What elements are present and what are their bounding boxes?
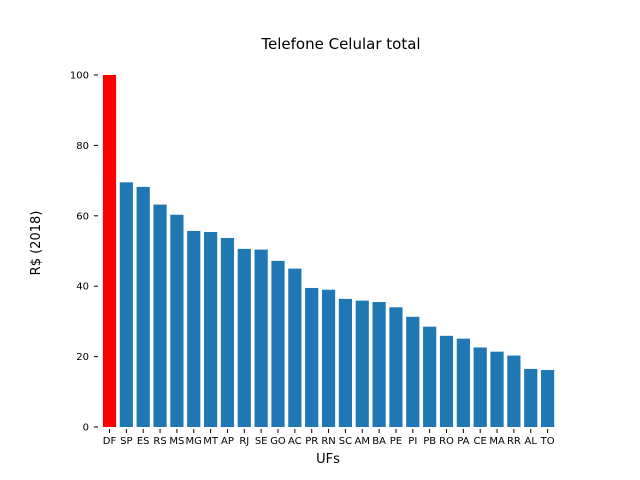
- bar-pi: [406, 316, 420, 427]
- bar-rj: [237, 248, 251, 427]
- bar-mg: [187, 230, 201, 427]
- y-tick-label: 60: [76, 211, 89, 222]
- bar-rn: [321, 289, 336, 427]
- y-axis-label: R$ (2018): [29, 211, 44, 276]
- x-tick-label-to: TO: [540, 436, 555, 447]
- x-tick-label-ac: AC: [288, 436, 302, 447]
- bar-rr: [507, 355, 521, 427]
- bar-pb: [423, 326, 437, 427]
- y-tick-label: 20: [76, 352, 89, 363]
- x-tick-label-sc: SC: [339, 436, 352, 447]
- x-tick-label-pr: PR: [305, 436, 318, 447]
- x-tick-label-pa: PA: [457, 436, 469, 447]
- x-tick-label-se: SE: [255, 436, 268, 447]
- x-tick-label-ba: BA: [372, 436, 386, 447]
- x-tick-label-rr: RR: [507, 436, 521, 447]
- x-tick-label-pi: PI: [408, 436, 417, 447]
- bar-se: [254, 249, 268, 427]
- chart-title: Telefone Celular total: [260, 35, 420, 53]
- bar-pe: [389, 307, 403, 427]
- x-tick-label-rn: RN: [321, 436, 335, 447]
- x-tick-label-rj: RJ: [239, 436, 249, 447]
- x-tick-label-mg: MG: [186, 436, 202, 447]
- bar-rs: [153, 204, 167, 427]
- bar-mt: [204, 231, 218, 427]
- bar-sc: [338, 298, 352, 427]
- bar-am: [355, 300, 369, 427]
- bar-al: [524, 368, 538, 427]
- bar-to: [541, 369, 555, 427]
- x-tick-label-es: ES: [137, 436, 150, 447]
- x-axis-label: UFs: [316, 452, 340, 467]
- bar-ap: [220, 237, 235, 427]
- bar-df: [102, 75, 117, 427]
- bar-ro: [439, 335, 454, 427]
- x-tick-label-al: AL: [525, 436, 538, 447]
- x-tick-label-ma: MA: [489, 436, 505, 447]
- x-tick-label-ro: RO: [439, 436, 454, 447]
- x-tick-label-df: DF: [103, 436, 117, 447]
- bar-pa: [456, 338, 470, 427]
- bars: [102, 75, 555, 427]
- y-tick-label: 80: [76, 141, 89, 152]
- x-tick-label-ms: MS: [169, 436, 184, 447]
- bar-ce: [473, 347, 487, 427]
- y-tick-label: 0: [83, 423, 89, 434]
- x-tick-label-pe: PE: [390, 436, 402, 447]
- bar-go: [271, 260, 285, 427]
- bar-ba: [372, 302, 386, 427]
- x-tick-label-go: GO: [270, 436, 286, 447]
- bar-ms: [170, 214, 184, 427]
- x-tick-label-sp: SP: [120, 436, 132, 447]
- x-axis: DF SP ES RS MS MG MT AP RJ SE GO AC PR RN SC AM BA PE PI PB…: [103, 429, 555, 447]
- bar-pr: [305, 287, 319, 427]
- y-axis: 0 20 40 60 80 100: [70, 71, 98, 434]
- x-tick-label-mt: MT: [203, 436, 219, 447]
- x-tick-label-am: AM: [355, 436, 370, 447]
- x-tick-label-rs: RS: [153, 436, 166, 447]
- x-tick-label-ap: AP: [221, 436, 234, 447]
- bar-es: [136, 186, 150, 427]
- bar-ac: [288, 268, 302, 427]
- bar-ma: [490, 351, 504, 427]
- bar-sp: [119, 182, 133, 427]
- x-tick-label-pb: PB: [423, 436, 436, 447]
- y-tick-label: 40: [76, 282, 89, 293]
- y-tick-label: 100: [70, 71, 89, 82]
- x-tick-label-ce: CE: [474, 436, 487, 447]
